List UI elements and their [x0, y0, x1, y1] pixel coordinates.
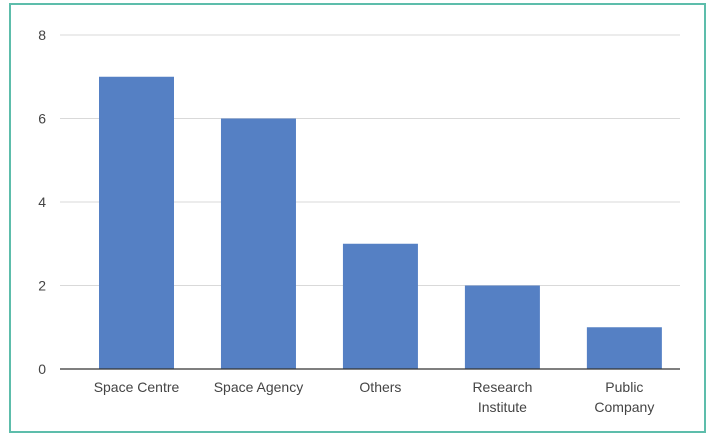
- x-category-label: Others: [359, 379, 401, 395]
- x-category-label-line: Others: [359, 379, 401, 395]
- x-category-label-line: Space Agency: [214, 379, 304, 395]
- x-category-label-line: Public: [605, 379, 643, 395]
- bar: [99, 76, 174, 369]
- bars: [99, 76, 662, 369]
- x-category-label-line: Institute: [478, 399, 527, 415]
- x-category-label-line: Company: [594, 399, 654, 415]
- y-tick-label: 8: [38, 27, 46, 43]
- y-tick-label: 0: [38, 361, 46, 377]
- y-tick-label: 6: [38, 111, 46, 127]
- bar: [342, 243, 418, 369]
- bar: [220, 118, 296, 369]
- x-category-label: Space Centre: [94, 379, 180, 395]
- y-tick-label: 2: [38, 278, 46, 294]
- y-tick-label: 4: [38, 194, 46, 210]
- x-category-label: Public Company: [594, 379, 654, 415]
- x-category-label-line: Research: [472, 379, 532, 395]
- x-axis-category-labels: Space Centre Space Agency Others Research In…: [94, 379, 655, 415]
- bar: [464, 285, 540, 369]
- y-axis-tick-labels: 0 2 4 6 8: [38, 27, 46, 377]
- x-category-label-line: Space Centre: [94, 379, 180, 395]
- x-category-label: Research Institute: [472, 379, 532, 415]
- x-category-label: Space Agency: [214, 379, 304, 395]
- bar: [586, 327, 662, 369]
